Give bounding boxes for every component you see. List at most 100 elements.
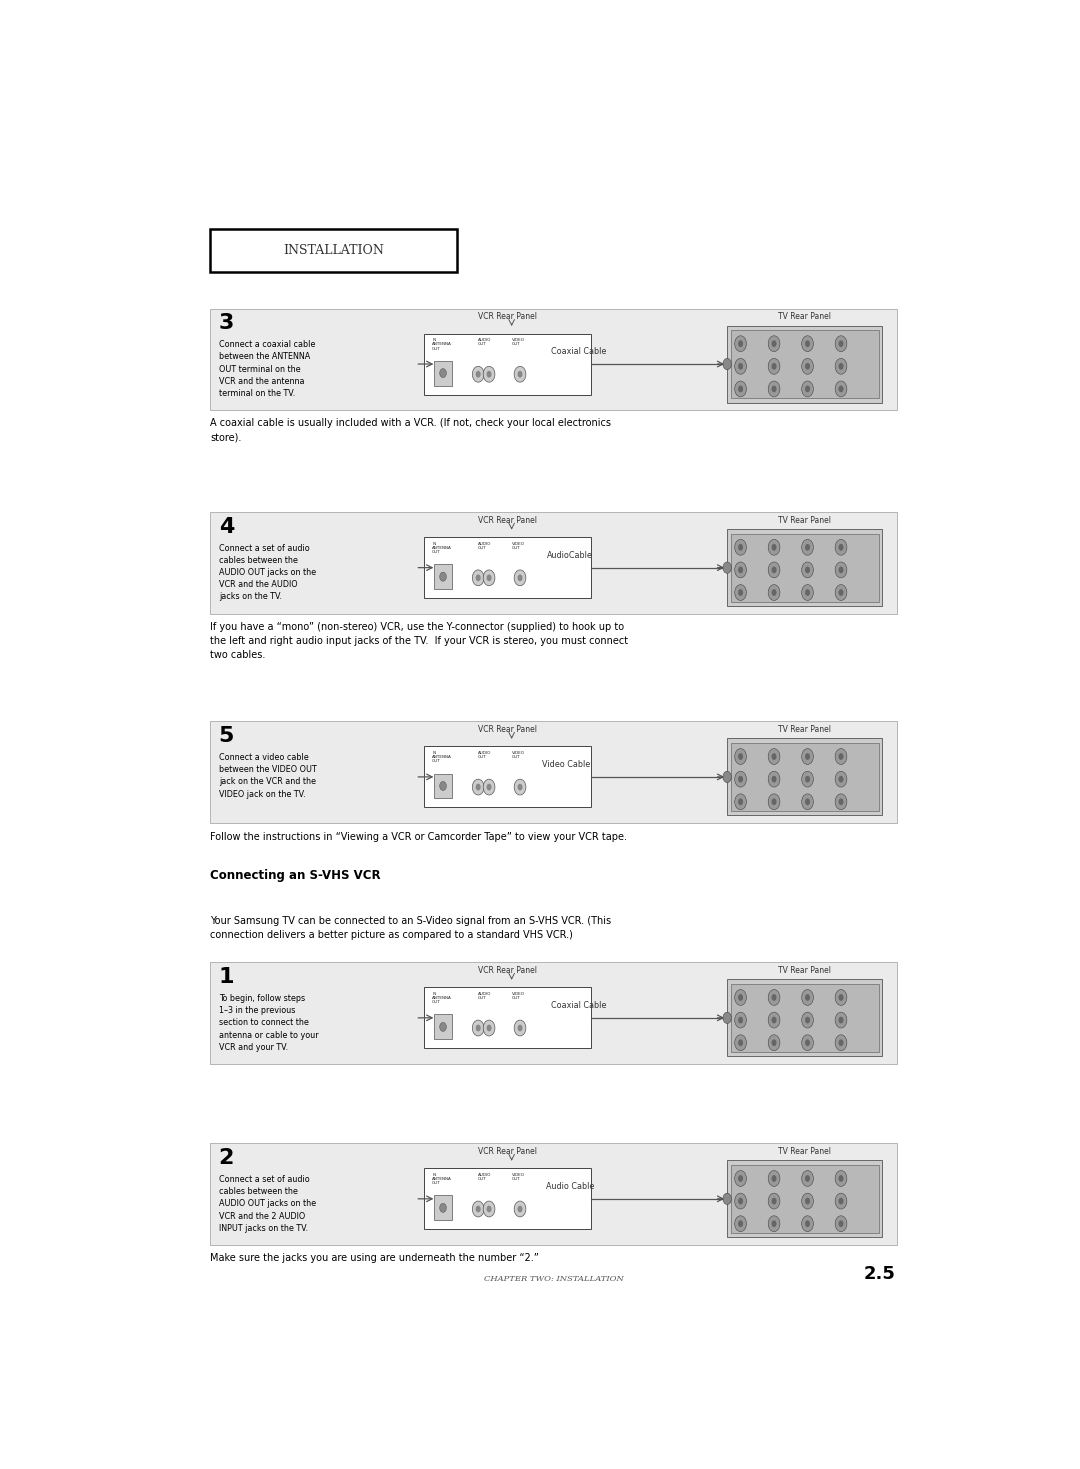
Circle shape bbox=[768, 563, 780, 577]
Bar bbox=[211, 513, 896, 614]
Text: AUDIO
OUT: AUDIO OUT bbox=[478, 338, 491, 347]
Circle shape bbox=[838, 995, 843, 1000]
Bar bbox=[423, 746, 591, 808]
Circle shape bbox=[801, 1216, 813, 1231]
Text: If you have a “mono” (non-stereo) VCR, use the Y-connector (supplied) to hook up: If you have a “mono” (non-stereo) VCR, u… bbox=[211, 621, 629, 660]
Circle shape bbox=[771, 1017, 777, 1024]
Circle shape bbox=[514, 570, 526, 586]
Text: AudioCable: AudioCable bbox=[548, 551, 593, 560]
Circle shape bbox=[771, 799, 777, 805]
Circle shape bbox=[475, 783, 481, 790]
Bar bbox=[727, 739, 882, 815]
Circle shape bbox=[835, 380, 847, 397]
Bar bbox=[211, 229, 457, 272]
Bar bbox=[730, 984, 879, 1052]
Text: Connect a set of audio
cables between the
AUDIO OUT jacks on the
VCR and the 2 A: Connect a set of audio cables between th… bbox=[218, 1175, 315, 1232]
Circle shape bbox=[738, 1221, 743, 1227]
Text: 5: 5 bbox=[218, 726, 234, 746]
Circle shape bbox=[440, 782, 446, 790]
Circle shape bbox=[835, 1216, 847, 1231]
Circle shape bbox=[734, 1034, 746, 1050]
Circle shape bbox=[734, 1171, 746, 1187]
Circle shape bbox=[801, 1034, 813, 1050]
Text: A coaxial cable is usually included with a VCR. (If not, check your local electr: A coaxial cable is usually included with… bbox=[211, 419, 611, 442]
Text: Coaxial Cable: Coaxial Cable bbox=[551, 347, 606, 355]
Text: AUDIO
OUT: AUDIO OUT bbox=[478, 1172, 491, 1181]
Circle shape bbox=[517, 783, 523, 790]
Circle shape bbox=[517, 370, 523, 378]
Circle shape bbox=[838, 1040, 843, 1046]
Circle shape bbox=[835, 539, 847, 555]
Circle shape bbox=[734, 1216, 746, 1231]
Circle shape bbox=[771, 1221, 777, 1227]
Bar bbox=[727, 1161, 882, 1237]
Circle shape bbox=[738, 776, 743, 783]
Bar bbox=[423, 333, 591, 395]
Bar bbox=[211, 962, 896, 1064]
Text: TV Rear Panel: TV Rear Panel bbox=[778, 965, 832, 975]
Circle shape bbox=[835, 1034, 847, 1050]
Circle shape bbox=[801, 1171, 813, 1187]
Circle shape bbox=[738, 799, 743, 805]
Circle shape bbox=[805, 1040, 810, 1046]
Circle shape bbox=[805, 1197, 810, 1205]
Circle shape bbox=[475, 1025, 481, 1031]
Bar bbox=[434, 1196, 453, 1221]
Circle shape bbox=[486, 783, 491, 790]
Bar bbox=[727, 326, 882, 403]
Bar bbox=[730, 331, 879, 398]
Text: IN
ANTENNA
OUT: IN ANTENNA OUT bbox=[432, 751, 453, 764]
Text: VCR Rear Panel: VCR Rear Panel bbox=[478, 516, 537, 524]
Circle shape bbox=[723, 771, 731, 783]
Circle shape bbox=[738, 341, 743, 347]
Circle shape bbox=[801, 358, 813, 375]
Circle shape bbox=[771, 776, 777, 783]
Text: VCR Rear Panel: VCR Rear Panel bbox=[478, 1147, 537, 1156]
Circle shape bbox=[486, 1025, 491, 1031]
Text: 1: 1 bbox=[218, 967, 234, 987]
Circle shape bbox=[805, 385, 810, 392]
Text: INSTALLATION: INSTALLATION bbox=[283, 244, 384, 257]
Circle shape bbox=[483, 779, 495, 795]
Circle shape bbox=[805, 567, 810, 573]
Circle shape bbox=[838, 799, 843, 805]
Circle shape bbox=[801, 380, 813, 397]
Bar bbox=[730, 533, 879, 602]
Circle shape bbox=[771, 341, 777, 347]
Circle shape bbox=[771, 567, 777, 573]
Circle shape bbox=[805, 363, 810, 370]
Circle shape bbox=[723, 358, 731, 370]
Circle shape bbox=[738, 995, 743, 1000]
Text: Connect a set of audio
cables between the
AUDIO OUT jacks on the
VCR and the AUD: Connect a set of audio cables between th… bbox=[218, 544, 315, 601]
Text: TV Rear Panel: TV Rear Panel bbox=[778, 1147, 832, 1156]
Circle shape bbox=[838, 1197, 843, 1205]
Circle shape bbox=[768, 336, 780, 351]
Bar bbox=[727, 980, 882, 1056]
Circle shape bbox=[440, 1022, 446, 1031]
Bar bbox=[730, 743, 879, 811]
Circle shape bbox=[838, 385, 843, 392]
Circle shape bbox=[835, 771, 847, 787]
Circle shape bbox=[738, 1175, 743, 1183]
Text: 2.5: 2.5 bbox=[863, 1265, 895, 1282]
Circle shape bbox=[835, 585, 847, 601]
Circle shape bbox=[801, 793, 813, 809]
Text: AUDIO
OUT: AUDIO OUT bbox=[478, 751, 491, 759]
Circle shape bbox=[835, 749, 847, 764]
Text: VIDEO
OUT: VIDEO OUT bbox=[512, 751, 525, 759]
Circle shape bbox=[472, 779, 484, 795]
Circle shape bbox=[805, 589, 810, 596]
Text: IN
ANTENNA
OUT: IN ANTENNA OUT bbox=[432, 338, 453, 351]
Circle shape bbox=[440, 571, 446, 582]
Circle shape bbox=[801, 585, 813, 601]
Circle shape bbox=[738, 754, 743, 759]
Circle shape bbox=[486, 574, 491, 582]
Circle shape bbox=[805, 544, 810, 551]
Circle shape bbox=[838, 363, 843, 370]
Circle shape bbox=[734, 793, 746, 809]
Circle shape bbox=[801, 563, 813, 577]
Bar bbox=[434, 564, 453, 589]
Circle shape bbox=[734, 539, 746, 555]
Text: TV Rear Panel: TV Rear Panel bbox=[778, 724, 832, 734]
Circle shape bbox=[805, 1175, 810, 1183]
